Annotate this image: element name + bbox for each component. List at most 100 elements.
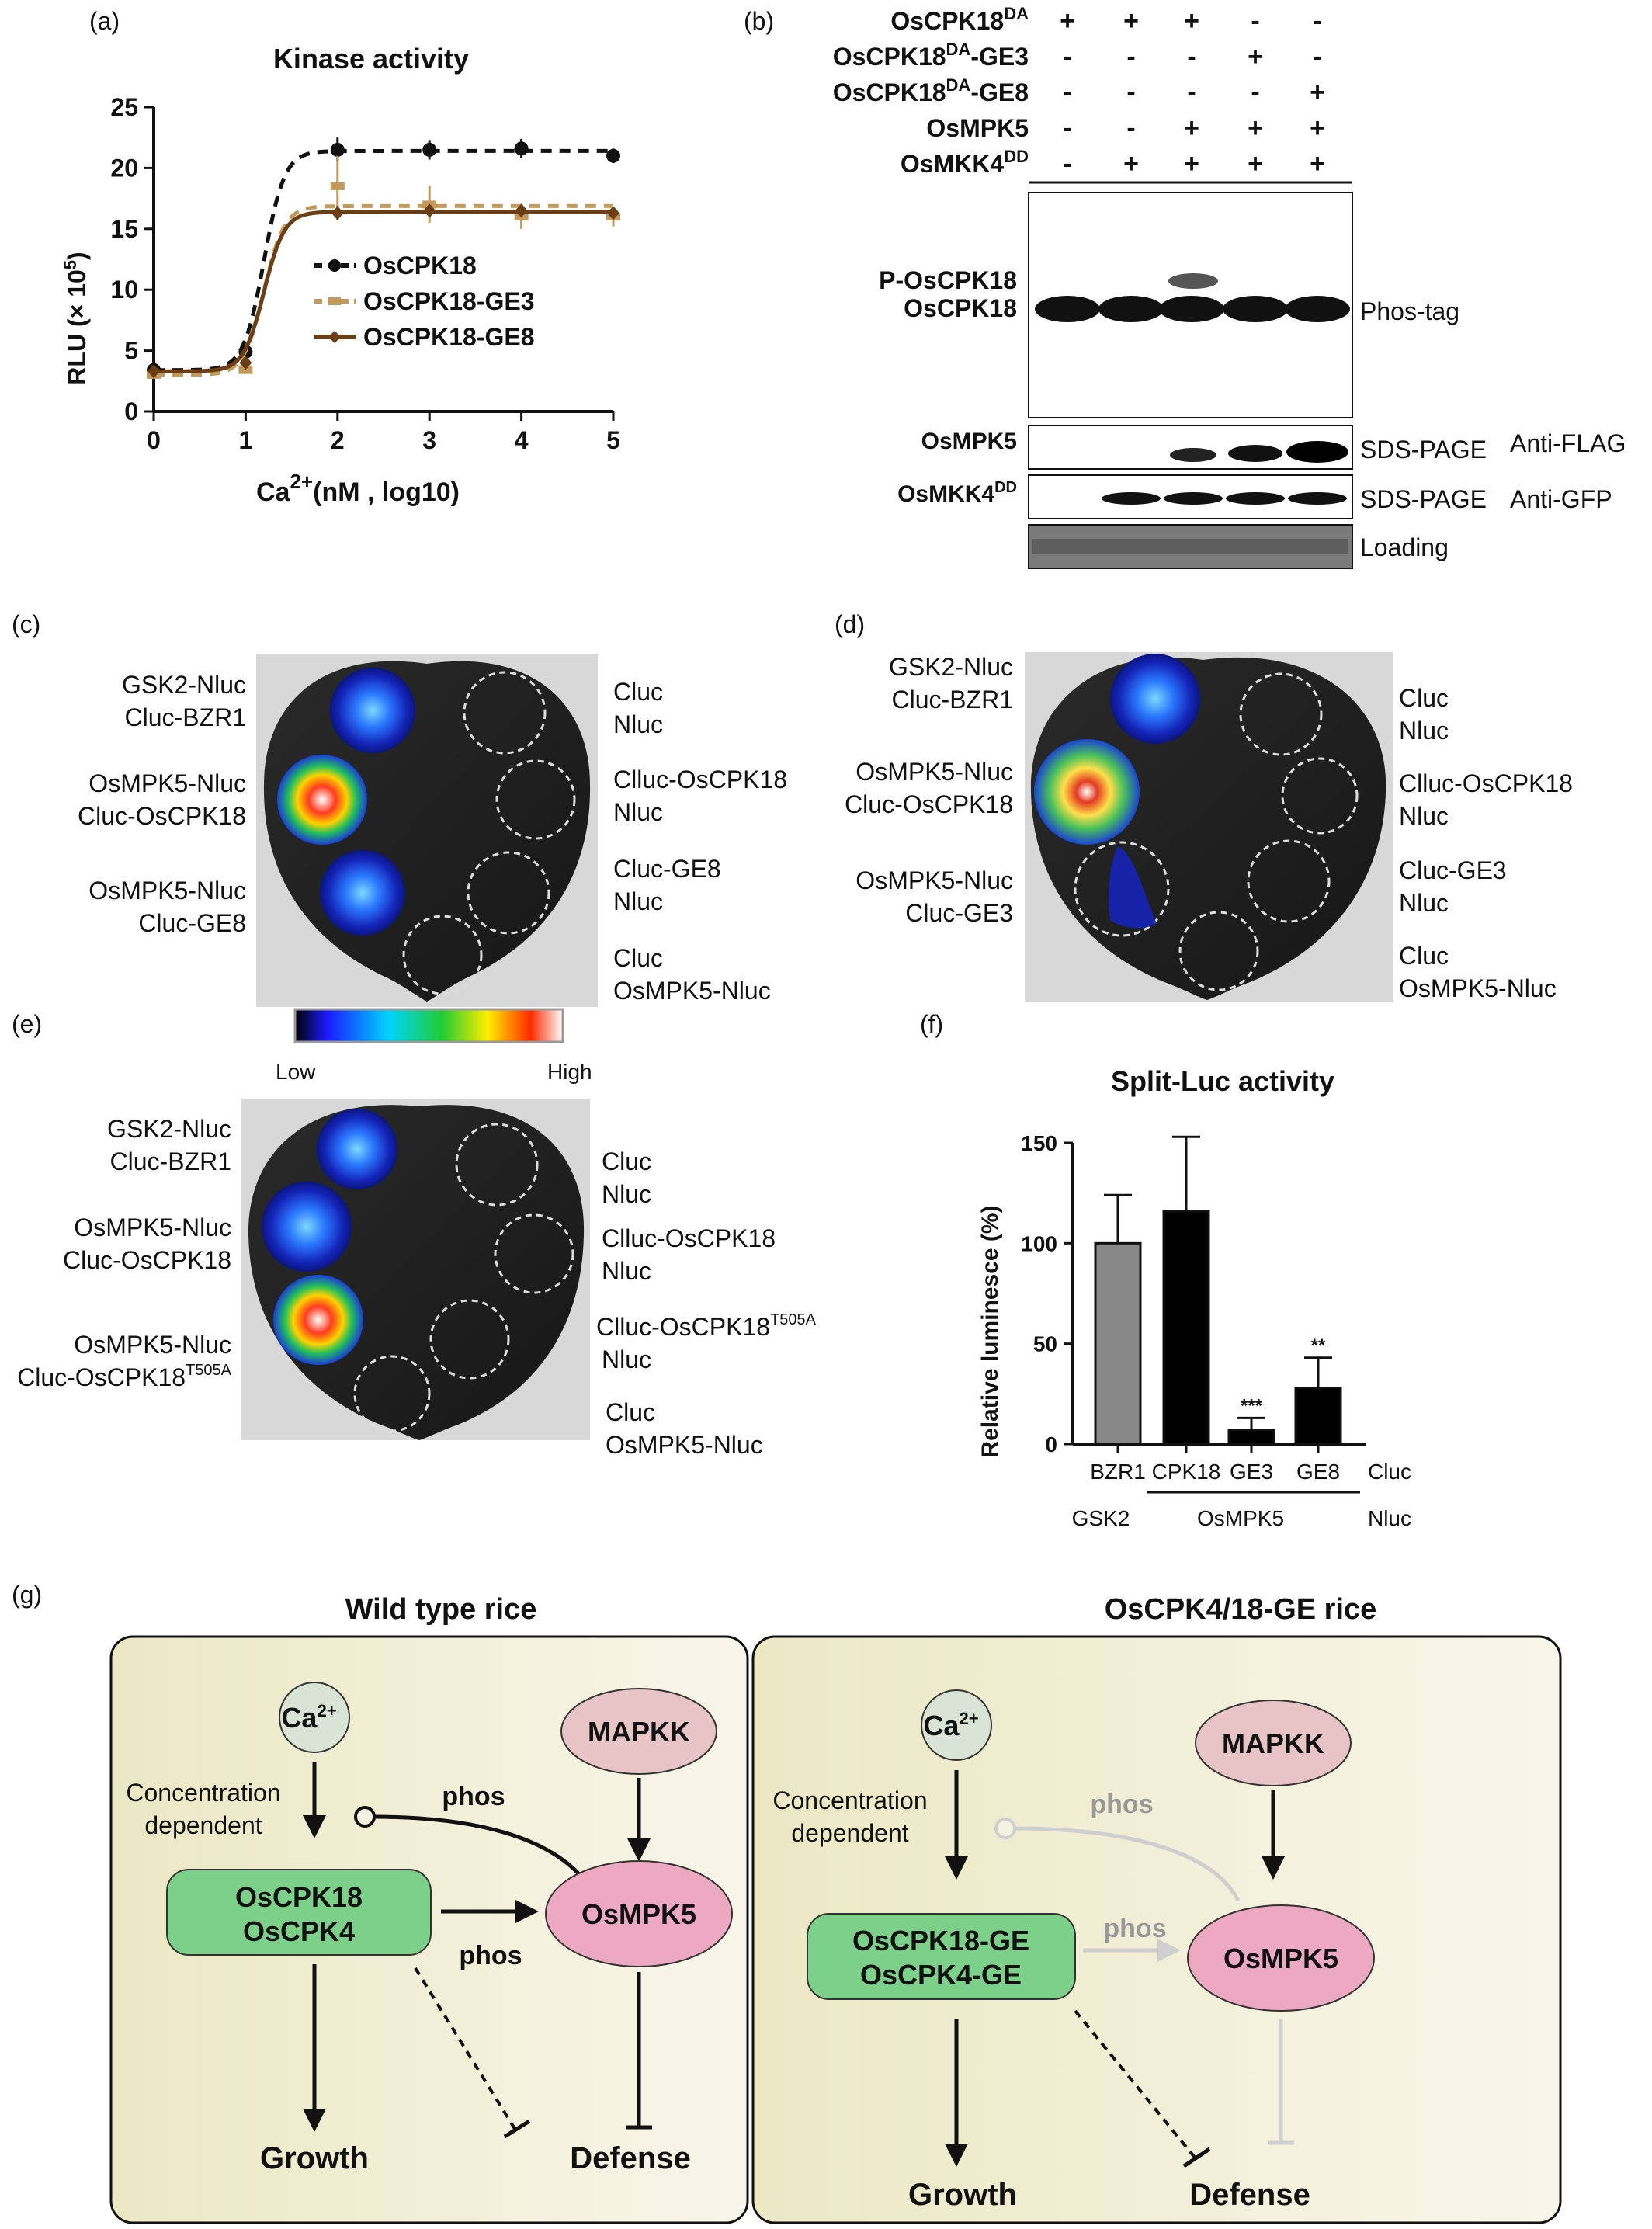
leaf-e-right-2a: Clluc-OsCPK18 [602, 1224, 776, 1252]
leaf-d-right-4b: OsMPK5-Nluc [1399, 974, 1557, 1002]
chart-a-legend-marker [328, 331, 341, 343]
leaf-e-left-2b: Cluc-OsCPK18 [63, 1246, 231, 1274]
blot-row-sign: + [1248, 113, 1263, 143]
wt-ca-sup: 2+ [317, 1701, 336, 1720]
wt-cpk-line2: OsCPK4 [243, 1915, 355, 1947]
blot-row-sign: + [1310, 78, 1325, 107]
chart-a-legend-label: OsCPK18-GE3 [363, 287, 535, 315]
chart-f-row-labels: Cluc GSK2 OsMPK5 Nluc [1072, 1460, 1411, 1530]
ge-ca-sup: 2+ [959, 1709, 978, 1728]
chart-a-ylabel-main: RLU (× 10 [63, 269, 91, 384]
chart-f-bars: BZR1 CPK18 GE3 *** GE8 ** [1090, 1135, 1342, 1484]
leaf-d-spot-empty-1 [1239, 672, 1323, 756]
chart-f-y-tick-label: 100 [1021, 1231, 1057, 1255]
ge-growth: Growth [908, 2178, 1017, 2212]
chart-a-legend-marker [328, 259, 341, 272]
chart-a-x-tick-label: 4 [515, 426, 529, 454]
blot-row-sign: + [1248, 42, 1263, 71]
blot-row-sign: - [1063, 78, 1071, 107]
ge-cpk-node [807, 1913, 1076, 2000]
leaf-d-right-1a: Cluc [1399, 684, 1449, 712]
leaf-c-spot-empty-4 [402, 915, 483, 995]
blot-row-label: OsMPK5 [926, 114, 1029, 142]
ge-ca-main: Ca [923, 1710, 960, 1741]
chart-a-point [330, 182, 345, 190]
leaf-c-spot-oscpk18 [277, 755, 367, 845]
chart-f-significance: ** [1311, 1335, 1326, 1356]
split-luc-activity-chart: Split-Luc activity Relative luminesce (%… [977, 1065, 1411, 1530]
blot-row-label-main: OsCPK18 [833, 78, 946, 106]
chart-f-significance: *** [1241, 1395, 1263, 1416]
colorbar-low: Low [276, 1060, 316, 1084]
ge-cpk-line1: OsCPK18-GE [852, 1925, 1029, 1956]
ge-phos-circle-head [994, 1818, 1016, 1839]
chart-a-point [239, 356, 252, 370]
chart-a-ylabel: RLU (× 105) [61, 252, 91, 384]
leaf-e-spot-gsk2 [317, 1109, 397, 1189]
blot-row-sign: - [1251, 6, 1259, 36]
ge-conc-line1: Concentration [772, 1786, 927, 1814]
chart-a-legend-label: OsCPK18-GE8 [363, 323, 535, 351]
panel-letter-a: (a) [89, 7, 120, 35]
chart-a-ylabel-end: ) [63, 252, 91, 260]
chart-f-category-label: BZR1 [1090, 1460, 1146, 1484]
blot-row-label-sup: DD [1004, 147, 1029, 166]
blot-row-sign: - [1126, 113, 1135, 143]
chart-f-ylabel: Relative luminesce (%) [977, 1205, 1003, 1457]
chart-f-cluc-label: Cluc [1368, 1460, 1411, 1484]
chart-a-x-tick-label: 5 [606, 426, 620, 454]
wt-mapkk-label: MAPKK [588, 1716, 690, 1748]
wt-ca-label: Ca2+ [281, 1701, 336, 1734]
wt-cpk-defense-dashed [414, 1967, 518, 2133]
sds-page-label-1: SDS-PAGE [1360, 436, 1487, 464]
chart-a-y-tick-label: 20 [110, 154, 138, 182]
osmpk5-blot-label: OsMPK5 [921, 429, 1017, 454]
blot-row-sign: - [1251, 78, 1259, 107]
blot-row-label-end: -GE8 [970, 78, 1029, 106]
leaf-c-left-3a: OsMPK5-Nluc [88, 877, 246, 904]
chart-a-title: Kinase activity [273, 43, 469, 75]
chart-a-point [148, 364, 160, 379]
leaf-d-left-2b: Cluc-OsCPK18 [845, 790, 1013, 818]
wt-ca-main: Ca [281, 1702, 318, 1734]
leaf-d-right-3b: Nluc [1399, 889, 1449, 917]
blot-row-sign: + [1123, 6, 1139, 36]
ge-mpk5-node [1187, 1904, 1375, 2012]
wt-conc-line2: dependent [144, 1811, 262, 1839]
osmkk4-blot-label-main: OsMKK4 [897, 481, 994, 507]
leaf-c-right-1b: Nluc [613, 710, 663, 738]
ge-mapkk-node [1195, 1700, 1352, 1786]
leaf-e-spot-empty-4 [353, 1355, 431, 1432]
split-luc-leaf-d: GSK2-Nluc Cluc-BZR1 OsMPK5-Nluc Cluc-OsC… [845, 652, 1573, 1002]
leaf-e-labels: GSK2-Nluc Cluc-BZR1 OsMPK5-Nluc Cluc-OsC… [17, 1115, 817, 1459]
leaf-d-spot-empty-4 [1178, 911, 1259, 991]
panel-letter-e: (e) [12, 1010, 42, 1038]
wt-phos-top: phos [442, 1782, 505, 1811]
blot-condition-rows: OsCPK18DA + + + - -OsCPK18DA-GE3- - - + -OsCPK18D… [833, 4, 1325, 179]
leaf-c-left-2b: Cluc-OsCPK18 [78, 802, 246, 830]
ge-mpk5-to-cpk-phos-line [1012, 1826, 1241, 1902]
chart-a-point [331, 206, 344, 220]
chart-f-y-tick-label: 0 [1045, 1432, 1057, 1456]
blot-row-sign: + [1184, 149, 1199, 179]
chart-a-point [423, 203, 436, 218]
chart-a-series [147, 137, 620, 379]
leaf-c-left-1b: Cluc-BZR1 [125, 703, 246, 731]
chart-a-y-tick-label: 5 [124, 337, 138, 365]
chart-f-category-label: CPK18 [1152, 1460, 1221, 1484]
leaf-e-right-3b: Nluc [602, 1345, 651, 1373]
leaf-e-right-1b: Nluc [602, 1180, 651, 1208]
chart-a-xlabel-ca: Ca [256, 477, 291, 507]
chart-f-osmpk5-label: OsMPK5 [1197, 1506, 1284, 1530]
leaf-e-right-4b: OsMPK5-Nluc [606, 1431, 763, 1459]
leaf-e-right-3a: Clluc-OsCPK18T505A [596, 1311, 817, 1341]
ge-cpk-defense-dashed [1074, 2009, 1197, 2160]
blot-row-sign: + [1248, 149, 1263, 179]
leaf-d-spot-gsk2 [1110, 654, 1200, 744]
wt-cpk-defense-bar [503, 2119, 531, 2139]
chart-a-xlabel-sup: 2+ [290, 470, 313, 493]
leaf-d-labels: GSK2-Nluc Cluc-BZR1 OsMPK5-Nluc Cluc-OsC… [845, 653, 1573, 1002]
oscpk18-label: OsCPK18 [904, 294, 1017, 322]
chart-a-x-tick-label: 1 [239, 426, 253, 454]
leaf-d-right-3a: Cluc-GE3 [1399, 856, 1507, 884]
